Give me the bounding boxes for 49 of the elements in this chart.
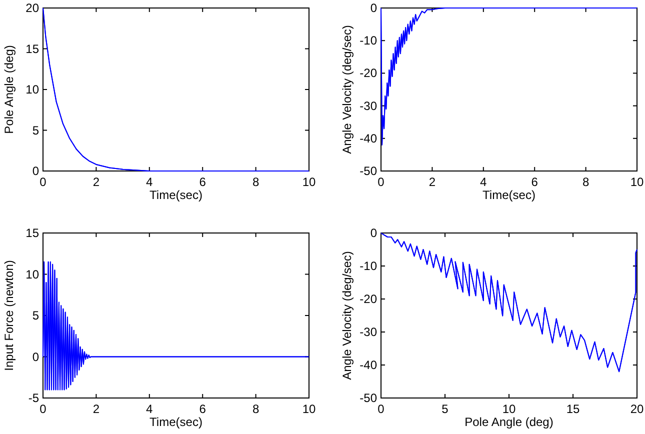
x-axis-title: Time(sec) xyxy=(150,188,202,202)
x-tick-label: 4 xyxy=(480,175,488,189)
y-tick-label: 10 xyxy=(26,82,40,96)
x-tick-label: 15 xyxy=(566,402,580,416)
x-tick-label: 8 xyxy=(252,402,260,416)
x-tick-label: 2 xyxy=(92,402,100,416)
y-tick-label: -50 xyxy=(360,391,378,405)
x-tick-label: 10 xyxy=(502,402,516,416)
y-axis-title: Input Force (newton) xyxy=(2,260,16,371)
x-axis-title: Time(sec) xyxy=(150,415,202,429)
y-tick-label: -10 xyxy=(360,34,378,48)
x-tick-label: 6 xyxy=(531,175,538,189)
y-tick-label: -50 xyxy=(360,164,378,178)
x-tick-label: 2 xyxy=(428,175,436,189)
x-axis-title: Pole Angle (deg) xyxy=(464,415,554,429)
y-tick-label: -20 xyxy=(360,66,378,80)
x-axis-title: Time(sec) xyxy=(482,188,536,202)
x-tick-label: 2 xyxy=(92,175,100,189)
y-tick-label: 5 xyxy=(32,308,40,322)
y-tick-label: -20 xyxy=(360,292,378,306)
y-tick-label: -30 xyxy=(360,325,378,339)
x-tick-label: 8 xyxy=(252,175,260,189)
y-tick-label: 20 xyxy=(26,1,40,15)
y-tick-label: 15 xyxy=(26,42,40,56)
y-tick-label: -40 xyxy=(360,358,378,372)
x-tick-label: 6 xyxy=(199,175,206,189)
x-tick-label: 20 xyxy=(630,402,644,416)
y-axis-title: Angle Velocity (deg/sec) xyxy=(340,251,354,380)
x-tick-label: 8 xyxy=(582,175,590,189)
y-axis-title: Pole Angle (deg) xyxy=(2,45,16,134)
y-tick-label: -5 xyxy=(28,391,40,405)
y-axis-title: Angle Velocity (deg/sec) xyxy=(340,25,354,154)
x-tick-label: 5 xyxy=(442,402,449,416)
y-tick-label: -30 xyxy=(360,98,378,113)
x-tick-label: 4 xyxy=(146,175,154,189)
y-tick-label: 0 xyxy=(32,164,40,178)
y-tick-label: 0 xyxy=(32,350,40,364)
x-tick-label: 10 xyxy=(302,175,316,189)
y-tick-label: -40 xyxy=(360,131,378,146)
x-tick-label: 10 xyxy=(630,175,644,189)
y-tick-label: 0 xyxy=(370,1,378,15)
x-tick-label: 4 xyxy=(146,402,154,416)
y-tick-label: -10 xyxy=(360,259,378,273)
y-tick-label: 0 xyxy=(370,226,378,240)
y-tick-label: 5 xyxy=(32,123,40,138)
x-tick-label: 10 xyxy=(302,402,316,416)
y-tick-label: 15 xyxy=(26,226,40,240)
y-tick-label: 10 xyxy=(26,267,40,282)
x-tick-label: 6 xyxy=(199,402,206,416)
